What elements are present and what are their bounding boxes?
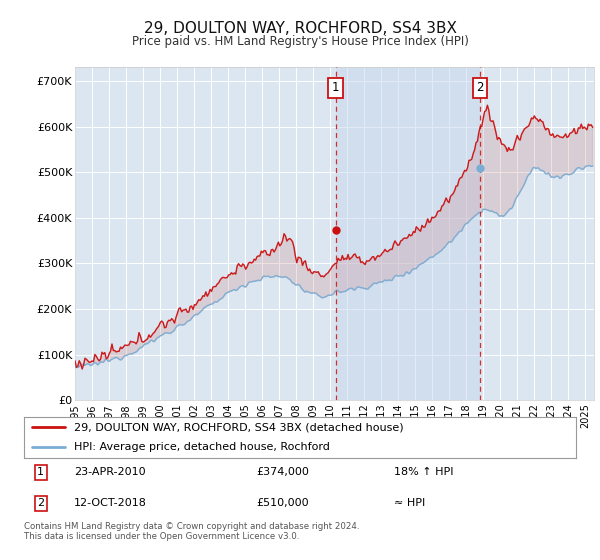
Text: Contains HM Land Registry data © Crown copyright and database right 2024.
This d: Contains HM Land Registry data © Crown c…: [24, 522, 359, 542]
Text: 12-OCT-2018: 12-OCT-2018: [74, 498, 146, 508]
Text: 29, DOULTON WAY, ROCHFORD, SS4 3BX (detached house): 29, DOULTON WAY, ROCHFORD, SS4 3BX (deta…: [74, 422, 403, 432]
Text: 1: 1: [332, 81, 339, 94]
Text: ≈ HPI: ≈ HPI: [394, 498, 425, 508]
Text: £510,000: £510,000: [256, 498, 308, 508]
Bar: [335, 67, 480, 400]
Text: 18% ↑ HPI: 18% ↑ HPI: [394, 467, 454, 477]
Text: 29, DOULTON WAY, ROCHFORD, SS4 3BX: 29, DOULTON WAY, ROCHFORD, SS4 3BX: [143, 21, 457, 36]
Text: Price paid vs. HM Land Registry's House Price Index (HPI): Price paid vs. HM Land Registry's House …: [131, 35, 469, 48]
Text: HPI: Average price, detached house, Rochford: HPI: Average price, detached house, Roch…: [74, 442, 329, 452]
Text: 1: 1: [37, 467, 44, 477]
Text: 23-APR-2010: 23-APR-2010: [74, 467, 145, 477]
Text: 2: 2: [37, 498, 44, 508]
Text: 2: 2: [476, 81, 484, 94]
Text: £374,000: £374,000: [256, 467, 309, 477]
